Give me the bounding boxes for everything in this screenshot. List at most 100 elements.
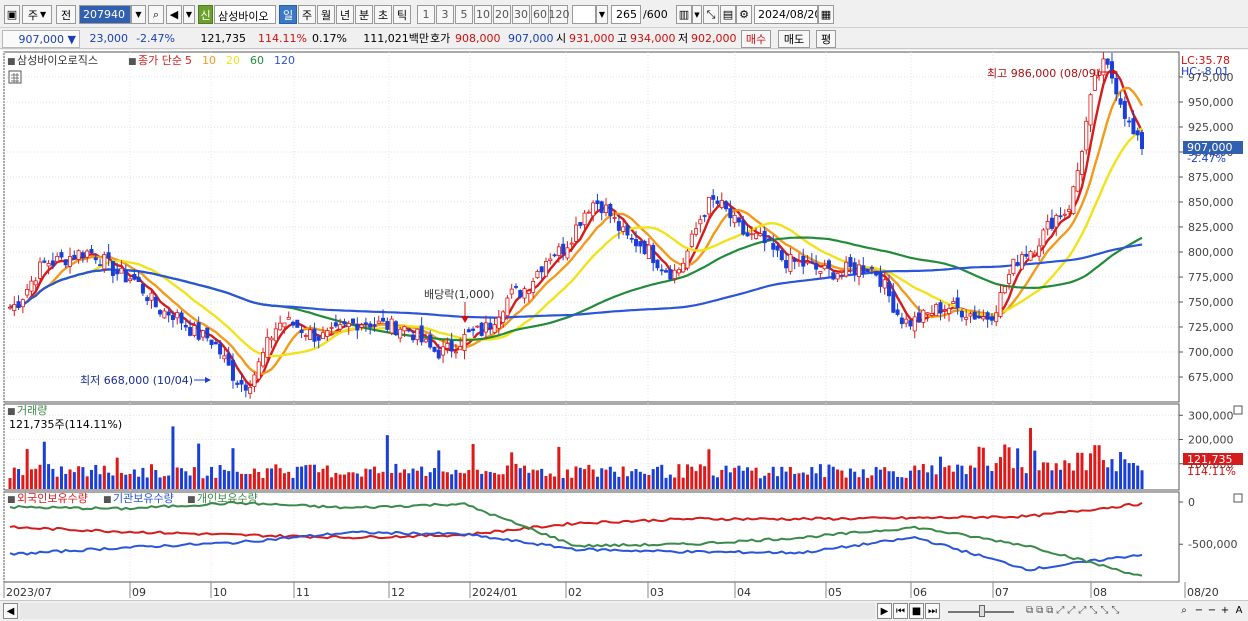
volume-bar	[827, 464, 831, 489]
candle-body	[685, 250, 690, 269]
candle-body	[363, 322, 368, 325]
scroll-left-icon[interactable]: ◀	[3, 603, 18, 619]
candle-body	[42, 260, 47, 263]
candle-body	[295, 319, 300, 328]
candle-body	[1037, 245, 1042, 257]
candle-body	[359, 324, 364, 328]
code-dropdown-icon[interactable]: ▼	[131, 5, 146, 24]
volume-bar	[38, 464, 42, 489]
price-axis-label: 800,000	[1188, 246, 1234, 259]
candle-body	[162, 310, 167, 319]
search-icon[interactable]: ⌕	[148, 5, 164, 24]
stock-chart[interactable]: 975,000950,000925,000900,000875,000850,0…	[0, 50, 1248, 600]
interval-dropdown-icon[interactable]: ▼	[596, 5, 608, 24]
first-page-icon[interactable]: ⏮	[893, 603, 908, 619]
volume-bar	[887, 471, 891, 489]
volume-bar	[604, 469, 608, 489]
zoom-search-icon[interactable]: ⌕	[1181, 605, 1187, 616]
compare-icon[interactable]: ⤡	[703, 5, 719, 24]
bottom-scrollbar[interactable]: ◀ ▶ ⏮ ■ ⏭ ⧉⧉⧉⤢⤢⤢⤡⤡⤡ ⌕ − − + A	[0, 600, 1248, 621]
holdings-axis-label: 0	[1188, 496, 1195, 509]
volume-bar	[484, 471, 488, 489]
period-tab[interactable]: 월	[317, 5, 335, 24]
candle-body	[25, 289, 30, 296]
speaker-icon[interactable]: ◀	[166, 5, 182, 24]
interval-button[interactable]: 30	[512, 5, 530, 24]
volume-bar	[192, 467, 196, 489]
candle-body	[539, 266, 544, 273]
settings-gear-icon[interactable]: ⚙	[736, 5, 752, 24]
volume-bar	[480, 473, 484, 489]
zoom-plus-icon[interactable]: +	[1220, 605, 1230, 616]
volume-bar	[1046, 462, 1050, 489]
interval-button[interactable]: 60	[531, 5, 549, 24]
candle-body	[222, 355, 227, 360]
interval-button[interactable]: 10	[474, 5, 492, 24]
interval-button[interactable]: 20	[493, 5, 511, 24]
volume-bar	[287, 471, 291, 489]
candle-body	[582, 212, 587, 226]
zoom-slider[interactable]	[946, 603, 1018, 619]
period-tab[interactable]: 틱	[393, 5, 411, 24]
count-input[interactable]: 265	[611, 5, 641, 24]
period-tab[interactable]: 년	[336, 5, 354, 24]
interval-button[interactable]: 1	[417, 5, 435, 24]
date-input[interactable]: 2024/08/20	[754, 5, 818, 24]
volume-bar	[1140, 470, 1144, 489]
volume-bar	[450, 474, 454, 489]
chart-type-icon[interactable]: ▥	[676, 5, 692, 24]
period-tab[interactable]: 분	[355, 5, 373, 24]
candle-body	[1127, 120, 1132, 123]
candle-body	[20, 299, 25, 308]
layout-icon[interactable]: ▣	[4, 5, 20, 24]
font-size-icon[interactable]: A	[1235, 605, 1243, 616]
table-view-icon[interactable]	[8, 70, 22, 84]
candle-body	[801, 255, 806, 267]
volume-bar	[8, 478, 12, 489]
candle-body	[706, 196, 711, 215]
interval-button[interactable]: 5	[455, 5, 473, 24]
candle-body	[68, 256, 73, 267]
prev-button[interactable]: 전	[56, 5, 76, 24]
stock-code-input[interactable]: 207940	[79, 5, 131, 24]
period-tab[interactable]: 주	[298, 5, 316, 24]
speaker-dropdown-icon[interactable]: ▼	[183, 5, 195, 24]
interval-button[interactable]: 3	[436, 5, 454, 24]
scroll-track[interactable]	[20, 603, 875, 619]
price-axis-label: 775,000	[1188, 271, 1234, 284]
interval-button[interactable]: 120	[549, 5, 570, 24]
interval-custom-input[interactable]	[572, 5, 596, 24]
candle-body	[243, 384, 248, 391]
volume-bar	[291, 477, 295, 489]
chart-type-dropdown-icon[interactable]: ▼	[692, 5, 702, 24]
market-select[interactable]: 주 ▼	[22, 5, 52, 24]
zoom-out-icon[interactable]: −	[1194, 605, 1204, 616]
volume-bar	[25, 449, 29, 489]
stop-icon[interactable]: ■	[909, 603, 924, 619]
volume-bar	[921, 464, 925, 489]
last-page-icon[interactable]: ⏭	[925, 603, 940, 619]
volume-panel-close-icon[interactable]	[1233, 405, 1243, 415]
period-tab[interactable]: 초	[374, 5, 392, 24]
volume-bar	[600, 468, 604, 489]
zoom-minus-icon[interactable]: −	[1207, 605, 1217, 616]
holdings-panel-close-icon[interactable]	[1233, 493, 1243, 503]
candle-body	[226, 353, 231, 366]
candle-body	[483, 322, 488, 333]
volume-bar	[861, 469, 865, 489]
scroll-right-icon[interactable]: ▶	[877, 603, 892, 619]
indicator-icons[interactable]: ⧉⧉⧉⤢⤢⤢⤡⤡⤡	[1026, 605, 1123, 616]
buy-button[interactable]: 매수	[741, 30, 771, 48]
save-icon[interactable]: ▤	[720, 5, 736, 24]
candle-body	[972, 311, 977, 320]
volume-bar	[561, 477, 565, 489]
calendar-icon[interactable]: ▦	[818, 5, 834, 24]
candle-body	[72, 254, 77, 260]
period-tab[interactable]: 일	[279, 5, 297, 24]
candle-body	[136, 277, 141, 283]
volume-bar	[180, 468, 184, 489]
sell-button[interactable]: 매도	[778, 30, 810, 48]
eval-button[interactable]: 평	[816, 30, 836, 48]
chart-canvas[interactable]: 975,000950,000925,000900,000875,000850,0…	[0, 50, 1248, 600]
x-axis-label: 2024/01	[472, 586, 518, 599]
